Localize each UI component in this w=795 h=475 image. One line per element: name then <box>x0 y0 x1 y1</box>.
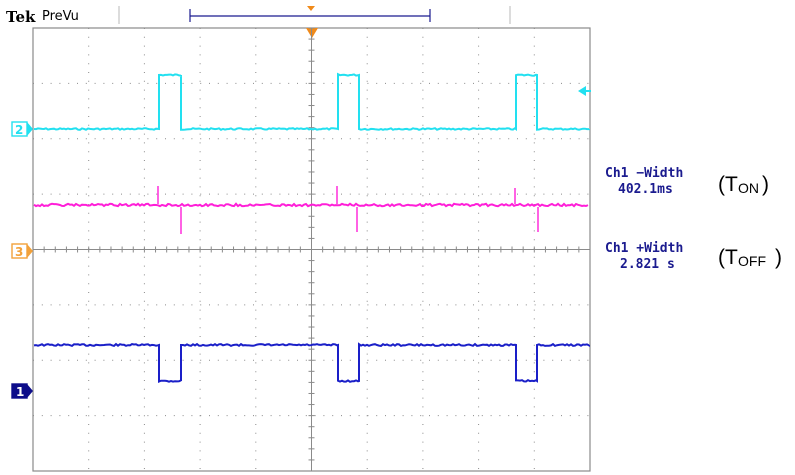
channel-2-marker-icon[interactable]: 2 <box>11 121 33 137</box>
channel-1-trace <box>33 342 590 383</box>
annotation-ton-close: ) <box>762 173 769 196</box>
measurement-2-value: 2.821 s <box>620 257 675 272</box>
brand-logo: Tek <box>6 8 36 26</box>
acquisition-mode-label: PreVu <box>42 9 79 24</box>
measurement-1-label: Ch1 −Width <box>605 166 683 181</box>
annotation-toff-main: T <box>725 246 738 269</box>
record-length-bar[interactable] <box>189 6 431 22</box>
channel-1-marker-icon[interactable]: 1 <box>11 383 33 399</box>
trigger-level-arrow-icon[interactable] <box>578 86 591 96</box>
channel-3-marker-label: 3 <box>15 245 23 259</box>
channel-2-trace <box>33 72 590 132</box>
channel-2-marker-label: 2 <box>15 123 23 137</box>
annotation-toff-sub: OFF <box>738 253 766 269</box>
channel-3-spikes <box>157 186 539 234</box>
annotation-ton-open: ( <box>718 173 725 196</box>
measurement-negative-width: Ch1 −Width 402.1ms ( T ON ) <box>605 166 769 197</box>
annotation-toff-open: ( <box>718 246 725 269</box>
channel-3-trace <box>33 202 589 208</box>
annotation-ton-main: T <box>725 173 738 196</box>
measurement-positive-width: Ch1 +Width 2.821 s ( T OFF ) <box>605 241 782 272</box>
trigger-position-small-icon <box>307 6 315 11</box>
measurement-2-label: Ch1 +Width <box>605 241 683 256</box>
measurement-1-value: 402.1ms <box>618 182 673 197</box>
graticule-grid <box>32 27 591 472</box>
annotation-ton-sub: ON <box>738 180 759 196</box>
annotation-toff-close: ) <box>775 246 782 269</box>
channel-3-marker-icon[interactable]: 3 <box>11 243 33 259</box>
channel-1-marker-label: 1 <box>16 385 24 399</box>
